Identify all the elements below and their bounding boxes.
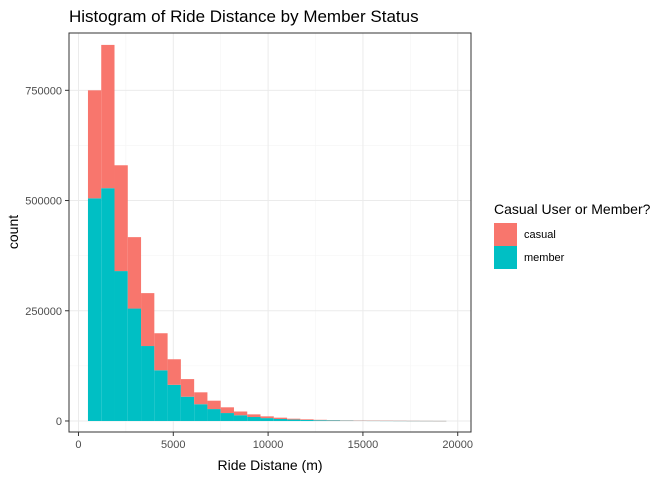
bar-member <box>114 271 128 421</box>
bar-casual <box>101 44 115 189</box>
bar-member <box>260 418 274 421</box>
y-tick-label: 0 <box>56 416 62 428</box>
bar-member <box>326 420 341 421</box>
bar-casual <box>247 414 261 418</box>
x-tick-label: 5000 <box>161 439 185 451</box>
bar-casual <box>87 90 102 199</box>
bar-casual <box>141 293 155 347</box>
legend-swatch-casual <box>494 223 517 246</box>
bar-member <box>194 404 208 421</box>
bar-member <box>154 370 168 421</box>
y-axis-ticks: 0 250000 500000 750000 <box>25 85 69 428</box>
x-tick-label: 15000 <box>348 439 379 451</box>
bar-member <box>247 417 261 421</box>
y-axis-title: count <box>5 215 21 249</box>
x-tick-label: 10000 <box>253 439 284 451</box>
bar-member <box>167 384 181 421</box>
bar-member <box>273 418 288 421</box>
bar-casual <box>127 237 142 309</box>
y-tick-label: 250000 <box>25 306 62 318</box>
legend-entries: casual member <box>494 223 565 269</box>
bar-casual <box>167 359 181 385</box>
bar-casual <box>260 416 274 419</box>
bar-casual <box>273 417 288 419</box>
bar-casual <box>194 392 208 405</box>
legend-label-casual: casual <box>524 229 556 241</box>
bar-casual <box>220 407 234 414</box>
bar-casual <box>300 419 314 420</box>
bar-casual <box>233 411 248 416</box>
bar-member <box>233 415 248 421</box>
bar-member <box>300 419 314 421</box>
bar-member <box>313 420 327 421</box>
bars <box>87 44 447 422</box>
legend: Casual User or Member? casual member <box>494 201 651 269</box>
legend-label-member: member <box>524 252 565 264</box>
bar-casual <box>114 165 128 272</box>
chart-title: Histogram of Ride Distance by Member Sta… <box>69 7 419 26</box>
bar-casual <box>180 379 195 397</box>
bar-member <box>207 409 221 421</box>
bar-member <box>127 308 142 421</box>
bar-member <box>101 188 115 421</box>
bar-casual <box>207 400 221 410</box>
x-tick-label: 20000 <box>442 439 473 451</box>
y-tick-label: 500000 <box>25 196 62 208</box>
bar-member <box>287 419 301 421</box>
bar-member <box>220 413 234 421</box>
panel-border <box>68 32 472 433</box>
bar-member <box>141 346 155 421</box>
bar-casual <box>154 333 168 371</box>
x-tick-label: 0 <box>75 439 81 451</box>
bar-casual <box>287 418 301 420</box>
legend-title: Casual User or Member? <box>494 201 651 217</box>
x-axis-ticks: 0 5000 10000 15000 20000 <box>75 432 473 451</box>
y-tick-label: 750000 <box>25 85 62 97</box>
bar-member <box>180 396 195 421</box>
legend-swatch-member <box>494 246 517 269</box>
x-axis-title: Ride Distane (m) <box>217 457 322 473</box>
bar-member <box>87 198 102 421</box>
